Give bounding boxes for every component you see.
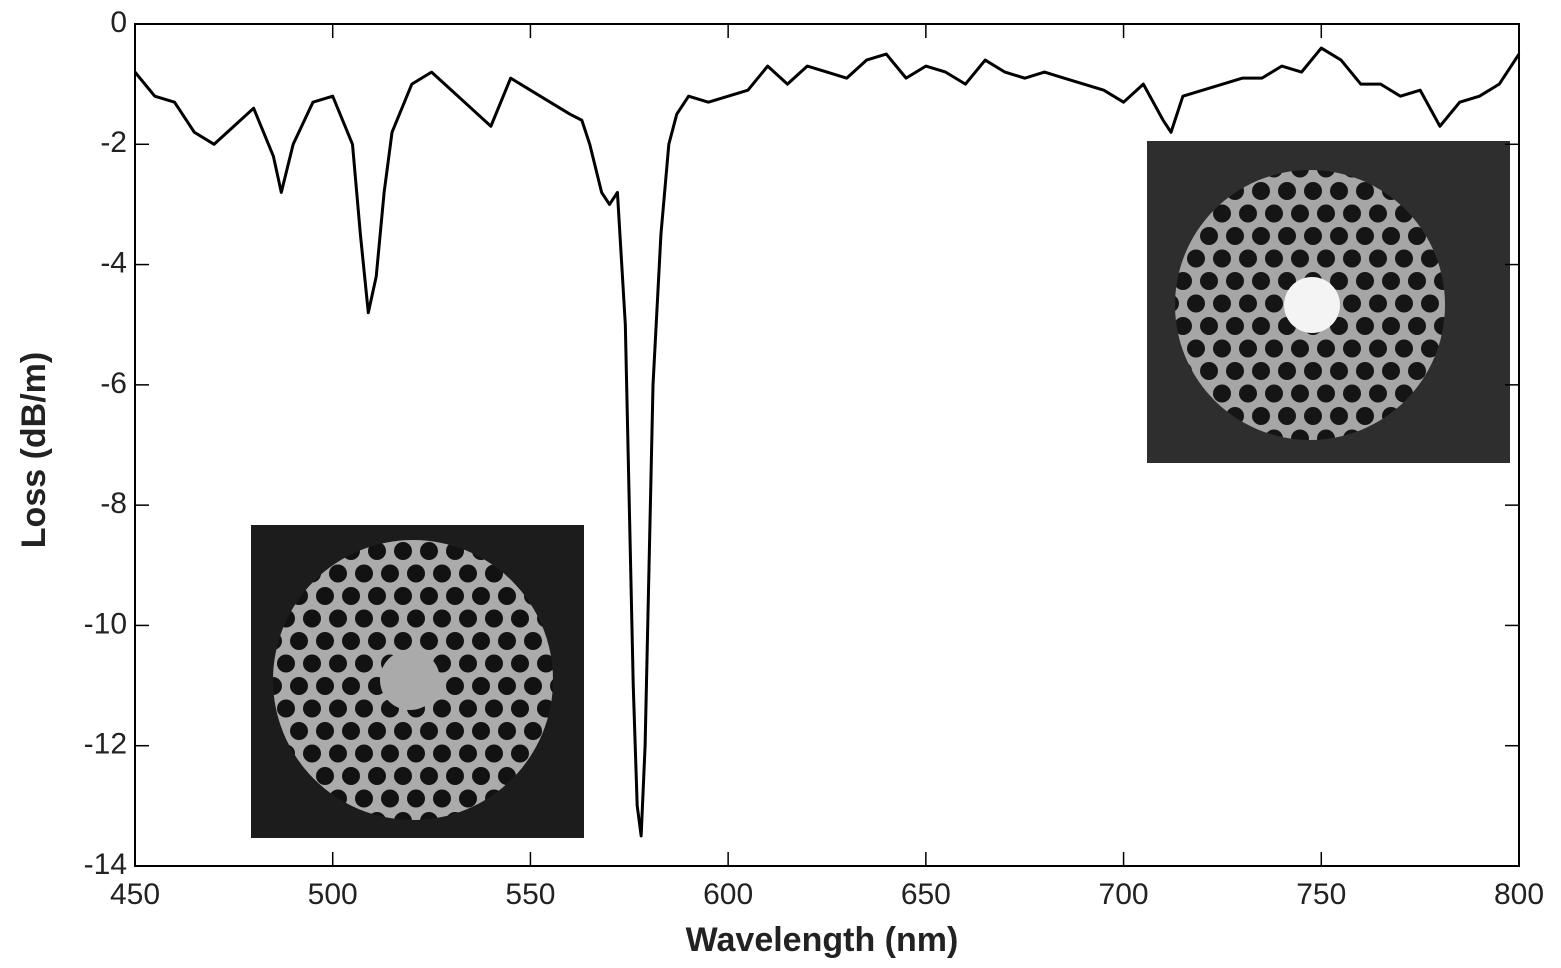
y-tick-label: -10 (84, 607, 127, 640)
y-tick-label: -8 (100, 487, 127, 520)
inset-image (251, 525, 584, 838)
x-axis-title: Wavelength (nm) (686, 921, 959, 959)
x-tick-label: 500 (308, 878, 358, 911)
x-tick-label: 700 (1099, 878, 1149, 911)
y-tick-label: -2 (100, 126, 127, 159)
y-tick-label: -4 (100, 246, 127, 279)
x-tick-label: 550 (505, 878, 555, 911)
y-tick-label: -12 (84, 728, 127, 761)
x-tick-label: 650 (901, 878, 951, 911)
plot-frame (134, 23, 1520, 867)
y-tick-label: 0 (110, 6, 127, 39)
x-tick-label: 450 (110, 878, 160, 911)
y-tick-label: -6 (100, 367, 127, 400)
x-tick-label: 800 (1494, 878, 1544, 911)
inset-image (1147, 141, 1510, 463)
y-tick-label: -14 (84, 848, 127, 881)
x-tick-label: 600 (703, 878, 753, 911)
y-axis-title: Loss (dB/m) (15, 352, 53, 548)
data-line (133, 46, 1521, 838)
x-tick-label: 750 (1296, 878, 1346, 911)
